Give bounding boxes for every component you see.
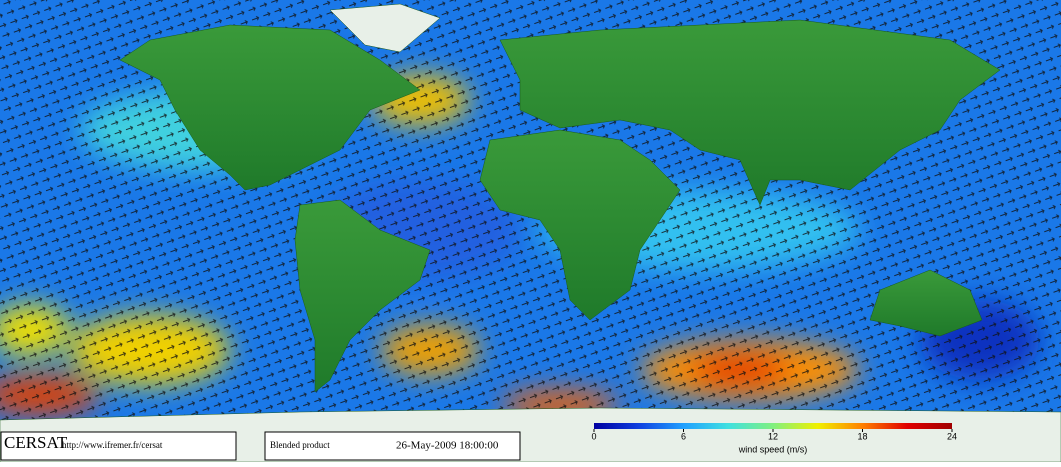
product: Blended product <box>270 440 330 450</box>
africa <box>479 129 681 321</box>
footer: CERSAT http://www.ifremer.fr/cersat Blen… <box>0 431 521 461</box>
info-box <box>264 431 521 461</box>
colorbar-tick-label: 18 <box>857 431 867 441</box>
colorbar-tick-label: 24 <box>947 431 957 441</box>
url: http://www.ifremer.fr/cersat <box>62 440 163 450</box>
north-america <box>119 24 421 191</box>
colorbar-label: wind speed (m/s) <box>738 444 808 454</box>
colorbar-tick-label: 0 <box>591 431 596 441</box>
south-america <box>294 199 431 393</box>
colorbar-tick-label: 12 <box>768 431 778 441</box>
colorbar-gradient <box>594 423 952 429</box>
eurasia <box>499 19 1001 206</box>
colorbar-tick-label: 6 <box>681 431 686 441</box>
greenland <box>329 3 441 53</box>
date: 26-May-2009 18:00:00 <box>396 440 499 452</box>
colorbar: wind speed (m/s) 0 6 12 18 24 <box>591 423 957 454</box>
logo-box <box>0 431 237 461</box>
australia <box>869 269 983 337</box>
logo: CERSAT <box>4 433 68 452</box>
